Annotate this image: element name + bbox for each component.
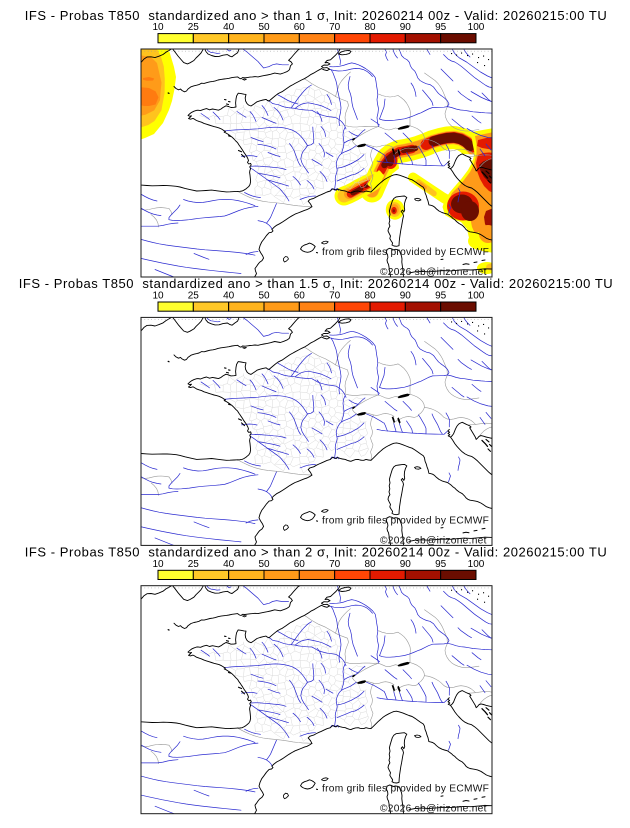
svg-text:25: 25: [188, 22, 200, 33]
svg-text:10: 10: [152, 22, 164, 33]
svg-text:60: 60: [294, 559, 306, 570]
svg-text:95: 95: [435, 291, 447, 302]
svg-text:60: 60: [294, 291, 306, 302]
svg-text:25: 25: [188, 291, 200, 302]
svg-text:80: 80: [364, 22, 376, 33]
svg-text:90: 90: [400, 291, 412, 302]
svg-text:90: 90: [400, 22, 412, 33]
svg-text:70: 70: [329, 559, 341, 570]
svg-text:40: 40: [223, 291, 235, 302]
svg-text:70: 70: [329, 291, 341, 302]
svg-text:25: 25: [188, 559, 200, 570]
svg-text:100: 100: [468, 559, 485, 570]
svg-text:80: 80: [364, 559, 376, 570]
svg-text:90: 90: [400, 559, 412, 570]
svg-text:95: 95: [435, 559, 447, 570]
svg-text:95: 95: [435, 22, 447, 33]
svg-text:70: 70: [329, 22, 341, 33]
svg-text:100: 100: [468, 291, 485, 302]
svg-text:60: 60: [294, 22, 306, 33]
svg-text:80: 80: [364, 291, 376, 302]
svg-text:IFS - Probas T850 standardize: IFS - Probas T850 standardized ano > tha…: [19, 276, 614, 291]
svg-text:10: 10: [152, 559, 164, 570]
svg-text:IFS - Probas T850 standardize: IFS - Probas T850 standardized ano > tha…: [25, 8, 608, 23]
svg-text:50: 50: [258, 559, 270, 570]
svg-text:10: 10: [152, 291, 164, 302]
svg-text:40: 40: [223, 559, 235, 570]
svg-text:100: 100: [468, 22, 485, 33]
svg-text:50: 50: [258, 22, 270, 33]
svg-text:50: 50: [258, 291, 270, 302]
svg-text:IFS - Probas T850 standardize: IFS - Probas T850 standardized ano > tha…: [25, 545, 608, 560]
svg-text:40: 40: [223, 22, 235, 33]
